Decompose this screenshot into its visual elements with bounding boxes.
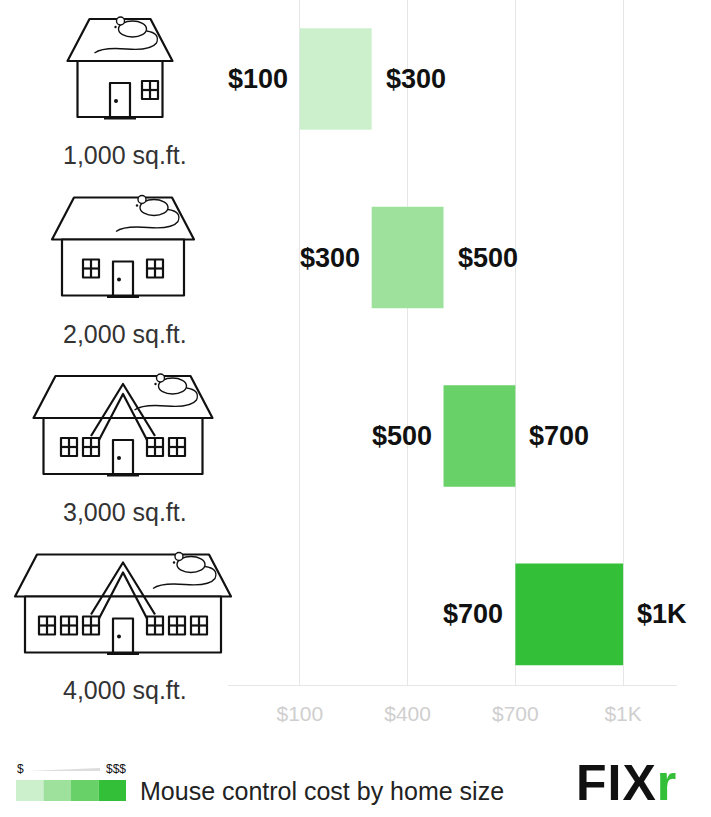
svg-text:$100: $100	[276, 702, 323, 725]
svg-text:$1K: $1K	[604, 702, 641, 725]
svg-text:1,000 sq.ft.: 1,000 sq.ft.	[63, 141, 187, 169]
svg-text:$: $	[17, 762, 24, 776]
svg-text:$700: $700	[443, 599, 503, 629]
svg-text:$700: $700	[492, 702, 539, 725]
svg-text:3,000 sq.ft.: 3,000 sq.ft.	[63, 498, 187, 526]
svg-text:$500: $500	[372, 421, 432, 451]
svg-text:Mouse control cost by home siz: Mouse control cost by home size	[140, 777, 504, 805]
svg-text:$300: $300	[386, 64, 446, 94]
svg-text:$$$: $$$	[106, 762, 126, 776]
svg-text:FIXr: FIXr	[576, 755, 677, 811]
svg-text:$700: $700	[529, 421, 589, 451]
svg-text:$300: $300	[300, 243, 360, 273]
svg-text:2,000 sq.ft.: 2,000 sq.ft.	[63, 320, 187, 348]
svg-text:$500: $500	[458, 243, 518, 273]
svg-text:$100: $100	[228, 64, 288, 94]
svg-text:$400: $400	[384, 702, 431, 725]
svg-text:$1K: $1K	[637, 599, 687, 629]
svg-text:4,000 sq.ft.: 4,000 sq.ft.	[63, 676, 187, 704]
